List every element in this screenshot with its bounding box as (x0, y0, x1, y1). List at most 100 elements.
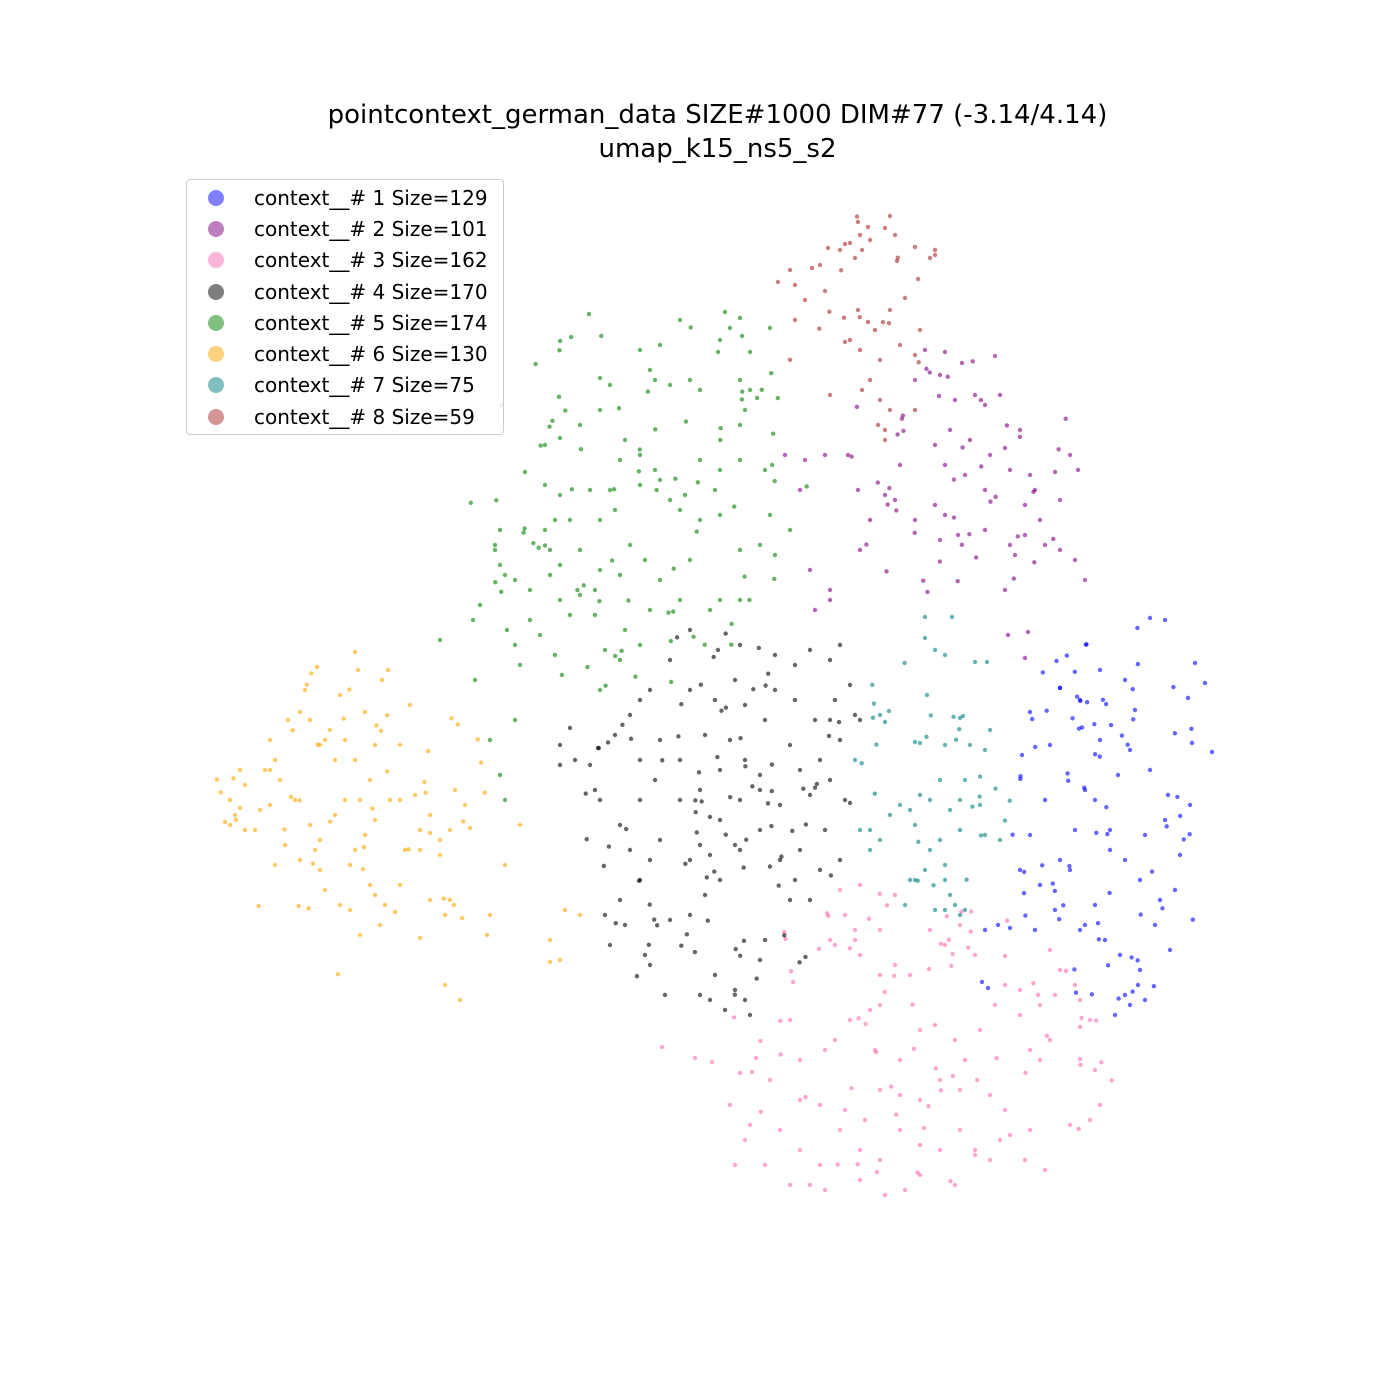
point-s4-65 (647, 962, 653, 968)
point-s4-3 (772, 652, 778, 658)
point-s1-53 (1167, 947, 1173, 953)
point-s1-13 (1047, 742, 1053, 748)
point-s5-82 (642, 557, 648, 563)
point-s5-39 (477, 602, 483, 608)
point-s6-113 (475, 737, 480, 742)
point-s5-168 (619, 648, 624, 654)
point-s3-137 (866, 916, 872, 922)
point-s4-98 (741, 865, 746, 870)
point-s7-65 (964, 877, 969, 882)
point-s7-43 (957, 912, 963, 918)
point-s5-113 (556, 394, 562, 400)
point-s7-74 (902, 660, 907, 666)
point-s8-18 (915, 276, 921, 282)
point-s2-24 (1075, 467, 1081, 473)
point-s7-15 (967, 742, 973, 748)
point-s5-156 (666, 610, 671, 615)
point-s5-43 (517, 662, 523, 668)
point-s5-29 (552, 517, 558, 523)
point-s6-21 (267, 767, 273, 773)
point-s5-137 (536, 545, 541, 550)
point-s4-139 (765, 801, 771, 806)
point-s4-80 (727, 737, 733, 743)
point-s4-29 (612, 732, 618, 738)
point-s3-50 (902, 1187, 908, 1193)
point-s7-14 (942, 742, 948, 748)
point-s2-70 (988, 499, 993, 504)
point-s5-66 (762, 467, 768, 473)
point-s6-101 (426, 748, 431, 754)
point-s6-122 (335, 972, 341, 977)
point-s1-36 (1032, 927, 1038, 933)
point-s6-4 (379, 677, 385, 683)
point-s3-115 (950, 1073, 956, 1079)
point-s5-135 (612, 653, 618, 659)
point-s5-109 (531, 540, 536, 546)
point-s2-25 (1057, 497, 1063, 503)
point-s5-154 (769, 462, 775, 468)
legend-item-8: context__# 8 Size=59 (187, 401, 503, 432)
point-s1-122 (1057, 685, 1063, 691)
point-s3-66 (862, 1117, 868, 1123)
point-s1-104 (1135, 661, 1141, 667)
point-s3-73 (727, 1102, 733, 1108)
point-s4-58 (732, 987, 738, 993)
point-s4-20 (762, 717, 768, 723)
point-s7-18 (962, 777, 968, 783)
point-s8-56 (787, 357, 793, 363)
point-s6-29 (337, 902, 343, 908)
point-s5-145 (759, 387, 764, 392)
point-s4-21 (742, 702, 748, 708)
point-s3-119 (783, 936, 788, 942)
point-s1-75 (1138, 912, 1143, 917)
point-s2-5 (937, 372, 943, 378)
point-s6-92 (478, 760, 484, 765)
point-s3-40 (877, 1157, 883, 1163)
point-s5-118 (688, 325, 693, 330)
point-s3-99 (855, 1162, 860, 1167)
point-s3-62 (937, 1077, 943, 1083)
point-s2-3 (922, 347, 928, 353)
point-s6-15 (232, 812, 238, 818)
point-s5-119 (533, 361, 538, 367)
point-s8-49 (841, 315, 847, 320)
point-s7-5 (972, 659, 978, 665)
point-s3-89 (1057, 967, 1063, 973)
point-s1-100 (1129, 955, 1134, 960)
point-s6-91 (451, 902, 457, 908)
point-s6-5 (337, 692, 343, 698)
point-s4-6 (827, 657, 833, 663)
point-s2-13 (967, 437, 973, 443)
point-s8-13 (859, 247, 865, 253)
point-s6-66 (397, 882, 403, 888)
point-s3-126 (888, 1084, 894, 1089)
point-s1-90 (1104, 804, 1109, 810)
point-s1-29 (1147, 767, 1153, 773)
point-s5-138 (626, 598, 631, 603)
point-s3-29 (1087, 1117, 1093, 1123)
point-s8-28 (887, 307, 893, 313)
point-s5-13 (697, 387, 703, 393)
point-s8-43 (847, 337, 853, 343)
point-s3-14 (897, 1057, 903, 1063)
point-s2-16 (942, 462, 948, 468)
point-s2-95 (1031, 489, 1036, 495)
point-s6-126 (427, 830, 433, 836)
point-s1-52 (1152, 922, 1158, 928)
point-s1-125 (1092, 752, 1098, 757)
point-s7-49 (922, 867, 928, 873)
point-s5-121 (747, 597, 752, 603)
point-s8-38 (882, 427, 888, 433)
point-s2-30 (1042, 542, 1048, 548)
point-s6-84 (372, 742, 378, 748)
point-s4-67 (687, 857, 693, 863)
point-s4-153 (674, 635, 680, 640)
point-s4-142 (803, 954, 808, 960)
point-s5-132 (670, 609, 676, 614)
legend-label-1: context__# 1 Size=129 (254, 185, 488, 210)
point-s4-22 (732, 677, 738, 683)
point-s5-158 (563, 408, 568, 413)
point-s6-121 (460, 916, 465, 921)
point-s8-57 (895, 255, 900, 260)
point-s3-7 (797, 1057, 803, 1063)
